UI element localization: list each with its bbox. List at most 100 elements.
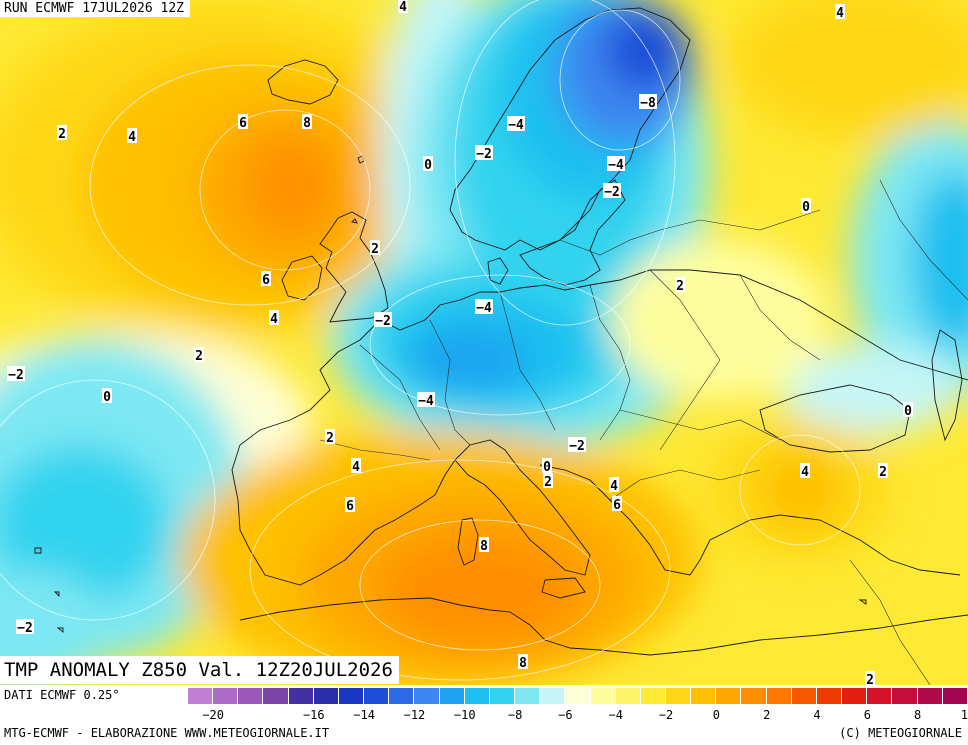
contour-label-bg <box>603 183 621 198</box>
isotherm-atl-2 <box>199 109 371 271</box>
scale-swatch <box>590 688 616 704</box>
scale-swatch <box>489 688 516 704</box>
contour-label: 0 <box>424 158 432 173</box>
coast-black-sea <box>759 384 911 453</box>
contour-label-bg <box>543 473 553 488</box>
contour-label-bg <box>261 271 271 286</box>
run-label: RUN ECMWF 17JUL2026 12Z <box>0 0 191 17</box>
contour-label-bg <box>351 458 361 473</box>
contour-label: 4 <box>352 460 360 475</box>
border-5 <box>739 274 821 361</box>
isotherms <box>0 0 861 681</box>
coast-denmark <box>487 257 509 285</box>
scale-tick-label: 10 <box>960 708 968 722</box>
contour-labels: 4 46 82 4−8−4−20 −4−2026 2−44 −22−20 −402−24 0 4 2… <box>7 0 913 685</box>
contour-label: 2 <box>676 279 684 294</box>
contour-label: −2 <box>17 621 33 636</box>
isotherm-med-1 <box>249 459 671 681</box>
contour-label: −4 <box>508 118 524 133</box>
contour-label-bg <box>417 392 435 407</box>
border-8 <box>619 409 781 441</box>
southeast-warm-2 <box>760 450 840 530</box>
coast-balkans <box>539 464 961 576</box>
scale-tick-label: 6 <box>863 708 871 722</box>
data-source-label: DATI ECMWF 0.25° <box>4 688 120 702</box>
contour-label: 0 <box>103 390 111 405</box>
scale-tick-label: 0 <box>712 708 720 722</box>
scale-swatch <box>842 688 868 704</box>
contour-label-bg <box>398 0 408 13</box>
contour-label-bg <box>800 463 810 478</box>
scale-swatch <box>716 688 742 704</box>
contour-label-bg <box>612 496 622 511</box>
contour-label-bg <box>639 94 657 109</box>
scale-swatch <box>188 688 214 704</box>
contour-label-bg <box>607 156 625 171</box>
scale-tick-label: −10 <box>453 708 476 722</box>
contour-label: 6 <box>346 499 354 514</box>
contour-label-bg <box>7 366 25 381</box>
contour-label: 2 <box>195 349 203 364</box>
scale-tick-label: 4 <box>813 708 821 722</box>
credit-right: (C) METEOGIORNALE <box>839 726 962 740</box>
coast-baltic <box>519 179 626 286</box>
contour-label: 2 <box>544 475 552 490</box>
contour-label: −2 <box>8 368 24 383</box>
contour-label: −8 <box>640 96 656 111</box>
scale-swatch <box>313 688 339 704</box>
contour-label-bg <box>568 437 586 452</box>
contour-label: 2 <box>371 242 379 257</box>
scale-tick-label: 8 <box>914 708 922 722</box>
scale-swatch <box>816 688 843 704</box>
contour-label-bg <box>423 156 433 171</box>
scale-tick-label: 2 <box>763 708 771 722</box>
med-warm-8 <box>380 535 580 645</box>
contour-label-bg <box>16 619 34 634</box>
color-scale-ticks: −20−16−14−12−10−8−6−4−2024681012141620 <box>188 708 968 724</box>
contour-label: 2 <box>879 465 887 480</box>
scale-tick-label: −4 <box>608 708 623 722</box>
contour-label-bg <box>269 310 279 325</box>
scale-swatch <box>263 688 289 704</box>
contour-label-bg <box>370 240 380 255</box>
contour-label: 4 <box>801 465 809 480</box>
contour-label-bg <box>609 477 619 492</box>
contour-label: 2 <box>866 673 874 685</box>
country-borders <box>319 179 968 685</box>
color-scale-bar <box>188 688 968 704</box>
atlantic-warm-8 <box>250 137 330 233</box>
coast-sardinia <box>457 517 479 566</box>
scale-tick-label: −2 <box>658 708 674 722</box>
coast-islands <box>34 547 867 633</box>
scale-swatch <box>213 688 239 704</box>
contour-label: 4 <box>128 130 136 145</box>
coast-italy <box>454 439 591 576</box>
coast-great-britain <box>319 211 389 323</box>
contour-label: −2 <box>476 147 492 162</box>
border-10 <box>559 209 821 256</box>
scale-swatch <box>640 688 666 704</box>
scale-swatch <box>917 688 943 704</box>
anomaly-field <box>0 0 968 685</box>
contour-label-bg <box>238 114 248 129</box>
contour-label-bg <box>518 654 528 669</box>
isotherm-atl-cool <box>0 379 216 621</box>
contour-label-bg <box>865 671 875 685</box>
scale-swatch <box>288 688 314 704</box>
atlantic-cool-2 <box>0 445 170 605</box>
scale-swatch <box>942 688 968 704</box>
contour-label-bg <box>507 116 525 131</box>
scale-swatch <box>464 688 490 704</box>
scale-swatch <box>238 688 264 704</box>
scale-swatch <box>766 688 792 704</box>
scale-swatch <box>414 688 440 704</box>
isotherm-scand-2 <box>559 9 681 151</box>
scale-swatch <box>615 688 641 704</box>
contour-label-bg <box>479 537 489 552</box>
scale-tick-label: −20 <box>202 708 224 722</box>
scale-swatch <box>338 688 365 704</box>
scale-swatch <box>892 688 918 704</box>
contour-label-bg <box>475 145 493 160</box>
isotherm-se <box>739 434 861 546</box>
